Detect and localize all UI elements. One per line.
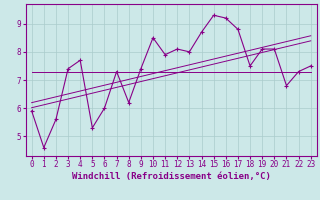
X-axis label: Windchill (Refroidissement éolien,°C): Windchill (Refroidissement éolien,°C) [72, 172, 271, 181]
